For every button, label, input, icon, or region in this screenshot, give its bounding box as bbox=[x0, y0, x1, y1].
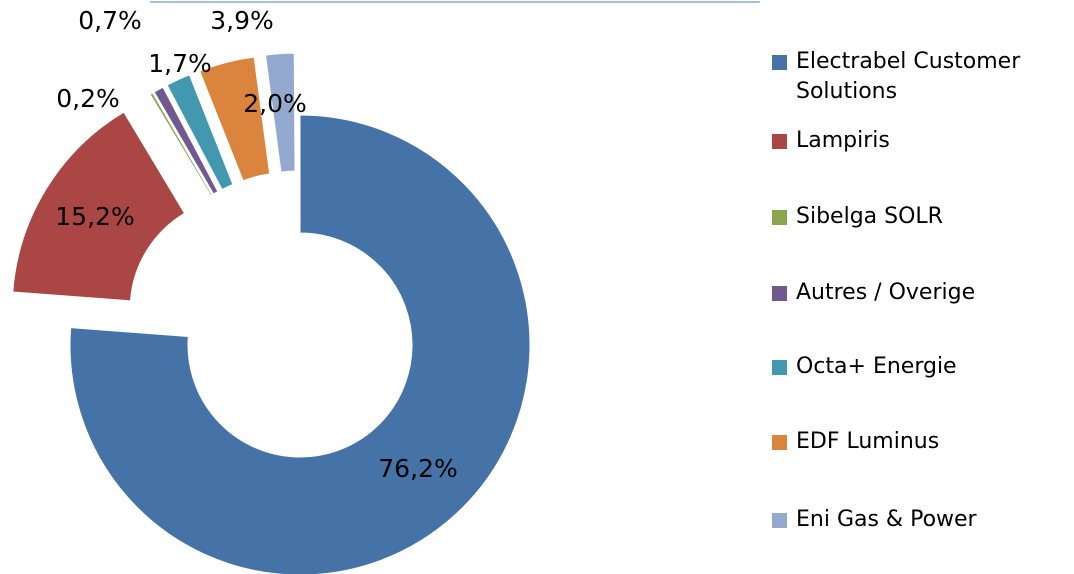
data-label: 1,7% bbox=[148, 49, 212, 78]
data-label: 15,2% bbox=[55, 202, 134, 231]
legend-swatch bbox=[772, 210, 787, 225]
legend-label: Lampiris bbox=[796, 128, 890, 153]
legend-swatch bbox=[772, 360, 787, 375]
legend-item: EDF Luminus bbox=[772, 427, 1072, 457]
donut-slice bbox=[12, 111, 186, 302]
legend-item: Lampiris bbox=[772, 126, 1072, 156]
legend-item: Eni Gas & Power bbox=[772, 505, 1072, 535]
data-label: 3,9% bbox=[210, 6, 274, 35]
legend-label: Eni Gas & Power bbox=[796, 507, 977, 532]
data-label: 2,0% bbox=[243, 89, 307, 118]
legend-swatch bbox=[772, 286, 787, 301]
donut-slice bbox=[149, 92, 213, 197]
legend-label: Sibelga SOLR bbox=[796, 204, 943, 229]
legend-label: Electrabel Customer Solutions bbox=[796, 49, 1021, 104]
data-label: 0,7% bbox=[78, 6, 142, 35]
legend-swatch bbox=[772, 435, 787, 450]
data-label: 0,2% bbox=[56, 84, 120, 113]
data-label: 76,2% bbox=[378, 454, 457, 483]
legend-item: Sibelga SOLR bbox=[772, 202, 1072, 232]
legend-label: Octa+ Energie bbox=[796, 354, 957, 379]
donut-slice bbox=[153, 86, 219, 195]
donut-slice bbox=[69, 114, 531, 574]
legend-item: Electrabel Customer Solutions bbox=[772, 47, 1072, 107]
chart: 76,2% 15,2% 0,2% 0,7%1,7% 3,9% 2,0% bbox=[12, 1, 760, 574]
legend-label: Autres / Overige bbox=[796, 280, 976, 305]
legend-swatch bbox=[772, 134, 787, 149]
donut-slice bbox=[264, 52, 296, 173]
donut-slice bbox=[199, 56, 271, 182]
legend-item: Autres / Overige bbox=[772, 278, 1072, 308]
legend-label: EDF Luminus bbox=[796, 429, 940, 454]
donut-slice bbox=[166, 74, 234, 191]
legend-item: Octa+ Energie bbox=[772, 352, 1072, 382]
legend-swatch bbox=[772, 513, 787, 528]
legend-swatch bbox=[772, 55, 787, 70]
